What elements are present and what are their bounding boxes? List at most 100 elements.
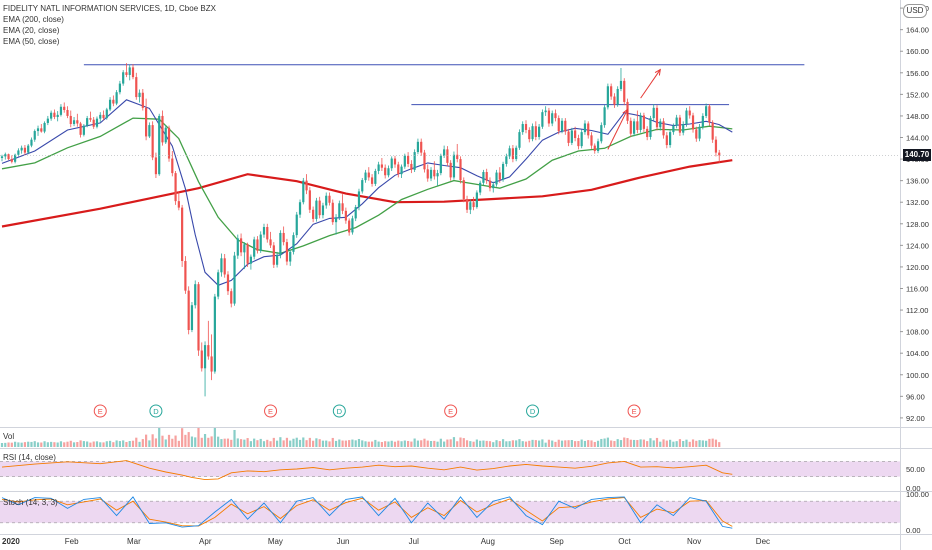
- volume-bar: [567, 440, 570, 447]
- candle: [95, 116, 99, 129]
- candle: [685, 107, 688, 127]
- candle: [63, 102, 66, 113]
- volume-bar: [256, 440, 259, 447]
- candle-body: [662, 121, 665, 136]
- candle-body: [544, 110, 547, 113]
- candle: [370, 174, 374, 187]
- volume-bar: [357, 438, 361, 447]
- projection-arrowhead: [622, 108, 629, 116]
- volume-bar: [308, 437, 311, 447]
- candle-body: [623, 80, 626, 102]
- candle: [86, 115, 89, 128]
- currency-badge[interactable]: USD: [903, 4, 927, 18]
- candle: [253, 236, 256, 260]
- candle: [636, 110, 639, 134]
- rsi-pane-label[interactable]: RSI (14, close): [3, 453, 56, 462]
- volume-bar: [10, 442, 13, 447]
- dividend-marker[interactable]: D: [149, 404, 163, 418]
- candle: [0, 154, 4, 162]
- candle-body: [236, 238, 239, 256]
- candle: [207, 320, 210, 360]
- volume-bar: [253, 438, 256, 447]
- earnings-marker[interactable]: E: [93, 404, 107, 418]
- candle: [544, 106, 547, 116]
- volume-bar: [652, 440, 655, 447]
- candle: [459, 156, 462, 184]
- candle-body: [318, 200, 321, 216]
- volume-bar: [23, 442, 27, 447]
- volume-bar: [364, 441, 367, 447]
- earnings-marker[interactable]: E: [627, 404, 641, 418]
- volume-bar: [393, 441, 397, 447]
- volume-bar: [678, 439, 682, 447]
- candle-body: [105, 109, 108, 119]
- candle: [495, 169, 498, 187]
- indicator-ema50-label[interactable]: EMA (50, close): [3, 37, 60, 46]
- candle-body: [184, 260, 187, 291]
- volume-bar: [564, 440, 567, 447]
- candle-body: [665, 135, 668, 146]
- volume-bar: [554, 441, 557, 447]
- candle: [138, 89, 141, 103]
- candle-body: [298, 202, 302, 215]
- candle-body: [266, 227, 269, 240]
- rsi-tick-label: 50.00: [906, 465, 925, 474]
- candle-body: [695, 129, 698, 139]
- volume-bar: [488, 441, 492, 447]
- candle: [122, 70, 125, 86]
- rsi-tick-label: 0.00: [906, 484, 921, 493]
- volume-bar: [285, 437, 289, 447]
- candle: [40, 124, 43, 133]
- candle-body: [151, 125, 154, 158]
- earnings-marker[interactable]: E: [444, 404, 458, 418]
- volume-pane-label[interactable]: Vol: [3, 432, 15, 441]
- dividend-marker[interactable]: D: [332, 404, 346, 418]
- volume-bar: [0, 443, 4, 447]
- candle: [148, 122, 151, 139]
- candle-body: [613, 96, 616, 105]
- candle-body: [482, 172, 485, 183]
- volume-bar: [508, 441, 511, 447]
- volume-bar: [413, 438, 416, 447]
- candle: [217, 269, 220, 300]
- event-circle: [264, 404, 278, 418]
- candle: [145, 98, 148, 141]
- candle-body: [429, 169, 433, 179]
- candle: [659, 118, 662, 131]
- candle-body: [672, 125, 675, 133]
- candle-body: [282, 232, 285, 243]
- indicator-ema200-label[interactable]: EMA (200, close): [3, 15, 64, 24]
- candle-body: [528, 129, 531, 140]
- earnings-marker[interactable]: E: [264, 404, 278, 418]
- volume-bar: [154, 438, 158, 447]
- candle: [652, 104, 655, 121]
- candle: [698, 124, 701, 142]
- candle: [583, 120, 587, 135]
- candle: [426, 164, 429, 182]
- candle: [485, 168, 488, 184]
- volume-bar: [20, 442, 23, 447]
- volume-bar: [439, 438, 442, 447]
- volume-bar: [436, 441, 439, 447]
- candle-body: [131, 67, 135, 78]
- dividend-marker[interactable]: D: [526, 404, 540, 418]
- candle-body: [226, 274, 230, 292]
- candle-body: [446, 149, 449, 163]
- candle-body: [698, 126, 701, 139]
- indicator-ema20-label[interactable]: EMA (20, close): [3, 26, 60, 35]
- candle: [246, 242, 249, 267]
- volume-bar: [298, 439, 302, 447]
- volume-bar: [125, 441, 128, 447]
- y-tick-label: 116.00: [906, 284, 928, 293]
- candle-body: [649, 118, 652, 137]
- candle: [66, 106, 69, 119]
- volume-bar: [138, 441, 141, 447]
- volume-bar: [636, 440, 639, 447]
- volume-bar: [524, 441, 528, 447]
- volume-bar: [72, 442, 76, 447]
- candle-body: [515, 147, 518, 160]
- stoch-pane-label[interactable]: Stoch (14, 3, 3): [3, 498, 58, 507]
- candle: [439, 153, 442, 176]
- candle-body: [642, 115, 645, 129]
